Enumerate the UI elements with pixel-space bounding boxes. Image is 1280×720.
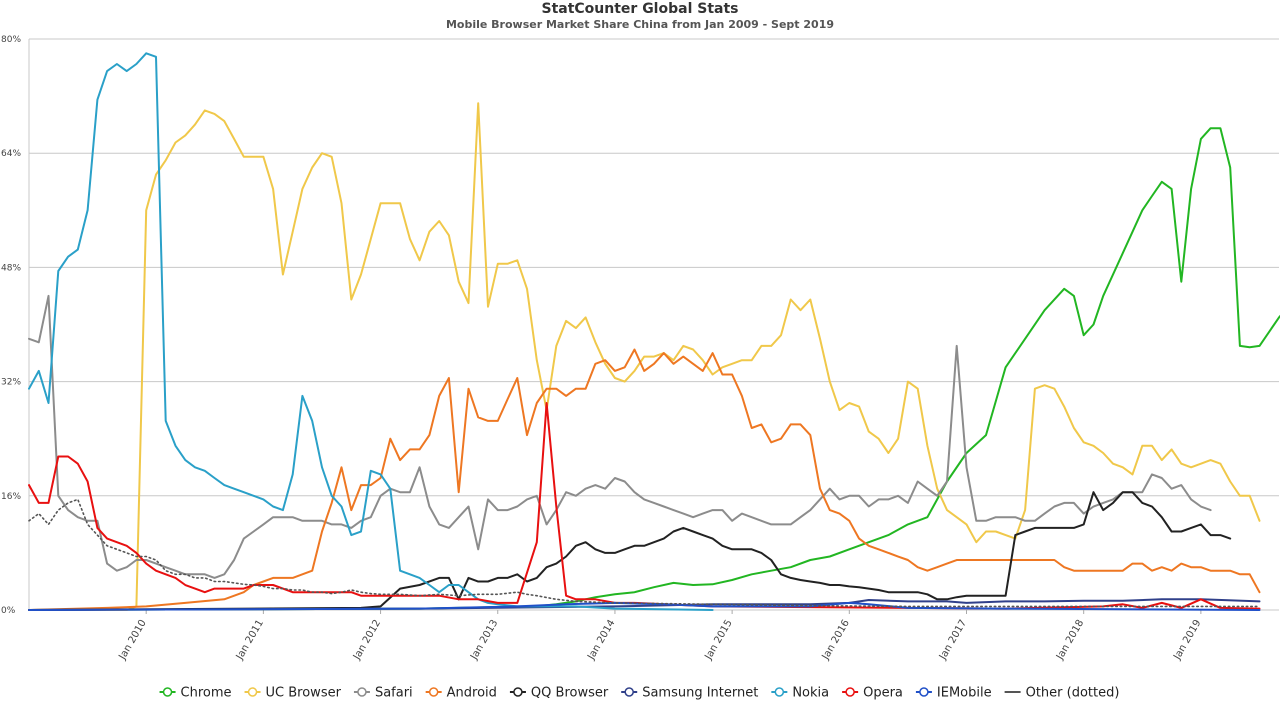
legend-swatch-marker	[247, 687, 258, 697]
legend-label: Opera	[863, 686, 903, 701]
legend-swatch-marker	[845, 687, 855, 697]
chart-subtitle: Mobile Browser Market Share China from J…	[445, 18, 835, 31]
legend-item[interactable]: UC Browser	[244, 686, 342, 701]
legend-label: Other (dotted)	[1026, 686, 1120, 701]
y-tick-label: 48%	[1, 263, 21, 273]
legend-label: IEMobile	[937, 686, 992, 701]
series-line-other-dotted[interactable]	[28, 498, 1261, 608]
legend-item[interactable]: Chrome	[159, 686, 232, 701]
x-tick-label: Jan 2019	[1171, 618, 1203, 663]
legend-swatch-marker	[513, 687, 523, 697]
legend-label: Chrome	[181, 686, 232, 701]
x-tick-label: Jan 2015	[703, 618, 735, 663]
legend-label: Nokia	[792, 686, 829, 701]
x-tick-label: Jan 2014	[585, 618, 617, 663]
legend-swatch-marker	[919, 687, 929, 697]
series-line-android[interactable]	[28, 348, 1261, 611]
y-tick-label: 0%	[1, 606, 16, 616]
chart-title: StatCounter Global Stats	[541, 1, 739, 17]
legend-swatch-marker	[624, 687, 634, 697]
legend-label: UC Browser	[266, 686, 342, 701]
grid	[29, 38, 1279, 611]
legend-label: Android	[447, 686, 497, 701]
legend-swatch-marker	[428, 687, 439, 697]
series-line-safari[interactable]	[28, 294, 1212, 579]
y-tick-label: 64%	[1, 149, 21, 159]
legend-item[interactable]: Safari	[353, 686, 413, 701]
axes: 0% 16% 32% 48% 64% 80% Jan 2010 Jan 2011 Jan 201…	[1, 35, 1203, 663]
legend-label: Samsung Internet	[642, 686, 758, 701]
series-line-chrome[interactable]	[28, 127, 1280, 611]
x-tick-label: Jan 2018	[1054, 618, 1086, 663]
x-tick-label: Jan 2012	[351, 618, 383, 663]
y-tick-label: 32%	[1, 378, 21, 388]
legend-label: Safari	[375, 686, 413, 701]
x-tick-label: Jan 2010	[117, 618, 149, 663]
x-tick-label: Jan 2017	[937, 618, 969, 663]
legend-swatch-marker	[162, 687, 173, 697]
legend-item[interactable]: Android	[425, 686, 497, 701]
legend-item[interactable]: Other (dotted)	[1004, 686, 1120, 701]
x-tick-label: Jan 2016	[820, 618, 852, 663]
legend-swatch-marker	[774, 687, 785, 697]
legend-item[interactable]: Samsung Internet	[621, 686, 758, 701]
x-tick-label: Jan 2011	[234, 618, 266, 663]
series-line-iemobile[interactable]	[28, 601, 1261, 611]
series-line-uc-browser[interactable]	[28, 102, 1261, 611]
series-group	[28, 52, 1280, 611]
x-tick-label: Jan 2013	[468, 618, 500, 663]
series-line-nokia[interactable]	[28, 52, 714, 611]
legend: Chrome UC Browser Safari Android QQ Browser S…	[159, 686, 1120, 701]
legend-item[interactable]: IEMobile	[915, 686, 992, 701]
legend-item[interactable]: Opera	[842, 686, 903, 701]
legend-swatch-marker	[357, 687, 367, 697]
legend-item[interactable]: QQ Browser	[509, 686, 609, 701]
legend-item[interactable]: Nokia	[771, 686, 829, 701]
legend-label: QQ Browser	[531, 686, 609, 701]
y-tick-label: 80%	[1, 35, 21, 45]
y-tick-label: 16%	[1, 492, 21, 502]
series-line-qq-browser[interactable]	[28, 491, 1232, 611]
